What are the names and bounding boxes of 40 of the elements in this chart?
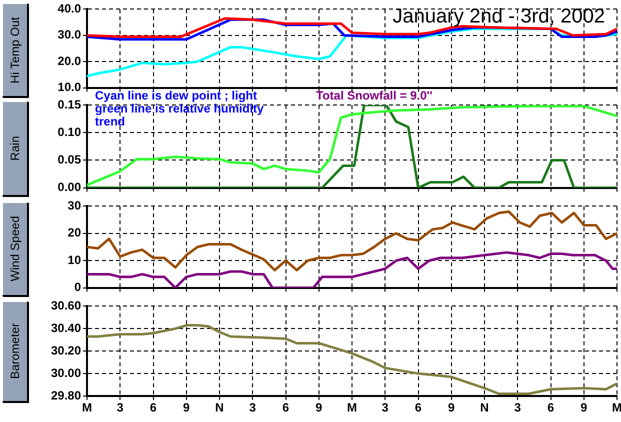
y-tick-label: 0.00	[58, 180, 82, 194]
y-axis-title: Hi Temp Out	[8, 16, 22, 84]
x-tick-label: N	[215, 400, 224, 415]
y-tick-label: 20.0	[58, 54, 82, 68]
y-tick-label: 20	[68, 226, 82, 240]
x-tick-label: 9	[316, 400, 323, 415]
x-tick-label: N	[480, 400, 489, 415]
y-tick-label: 0.15	[58, 97, 82, 112]
y-tick-label: 0.05	[58, 152, 82, 167]
y-tick-label: 40.0	[58, 2, 82, 16]
y-tick-label: 0	[74, 280, 82, 294]
annotation: Cyan line is dew point ; light green line is relative humidity trend	[95, 88, 264, 128]
x-tick-label: 6	[414, 400, 422, 415]
x-tick-label: M	[82, 400, 92, 415]
x-tick-label: 3	[382, 400, 389, 415]
y-tick-label: 0.10	[58, 124, 82, 139]
x-tick-label: 6	[282, 400, 290, 415]
y-tick-label: 10	[68, 252, 82, 267]
y-tick-label: 30.20	[50, 343, 82, 358]
y-tick-label: 30.40	[50, 320, 82, 335]
y-tick-label: 30	[68, 198, 82, 213]
y-tick-label: 30.60	[50, 298, 82, 313]
y-tick-label: 29.80	[50, 388, 82, 402]
text: Total Snowfall = 9.0''	[316, 88, 433, 102]
x-tick-label: 3	[249, 400, 256, 415]
y-axis-title: Wind Speed	[8, 216, 22, 282]
x-tick-label: 3	[116, 400, 124, 415]
y-axis-title: Barometer	[8, 323, 22, 380]
x-tick-label: 6	[150, 400, 157, 415]
x-tick-label: M	[612, 400, 621, 415]
y-axis-title: Rain	[8, 136, 22, 161]
x-tick-label: 3	[514, 400, 522, 415]
y-tick-label: 30.0	[58, 28, 82, 42]
x-tick-label: M	[347, 400, 357, 415]
x-tick-label: 9	[448, 400, 456, 415]
y-tick-label: 10.0	[58, 80, 82, 94]
x-tick-label: 9	[580, 400, 588, 415]
x-tick-label: 6	[547, 400, 554, 415]
y-tick-label: 30.00	[50, 366, 82, 380]
x-tick-label: 9	[183, 400, 190, 415]
